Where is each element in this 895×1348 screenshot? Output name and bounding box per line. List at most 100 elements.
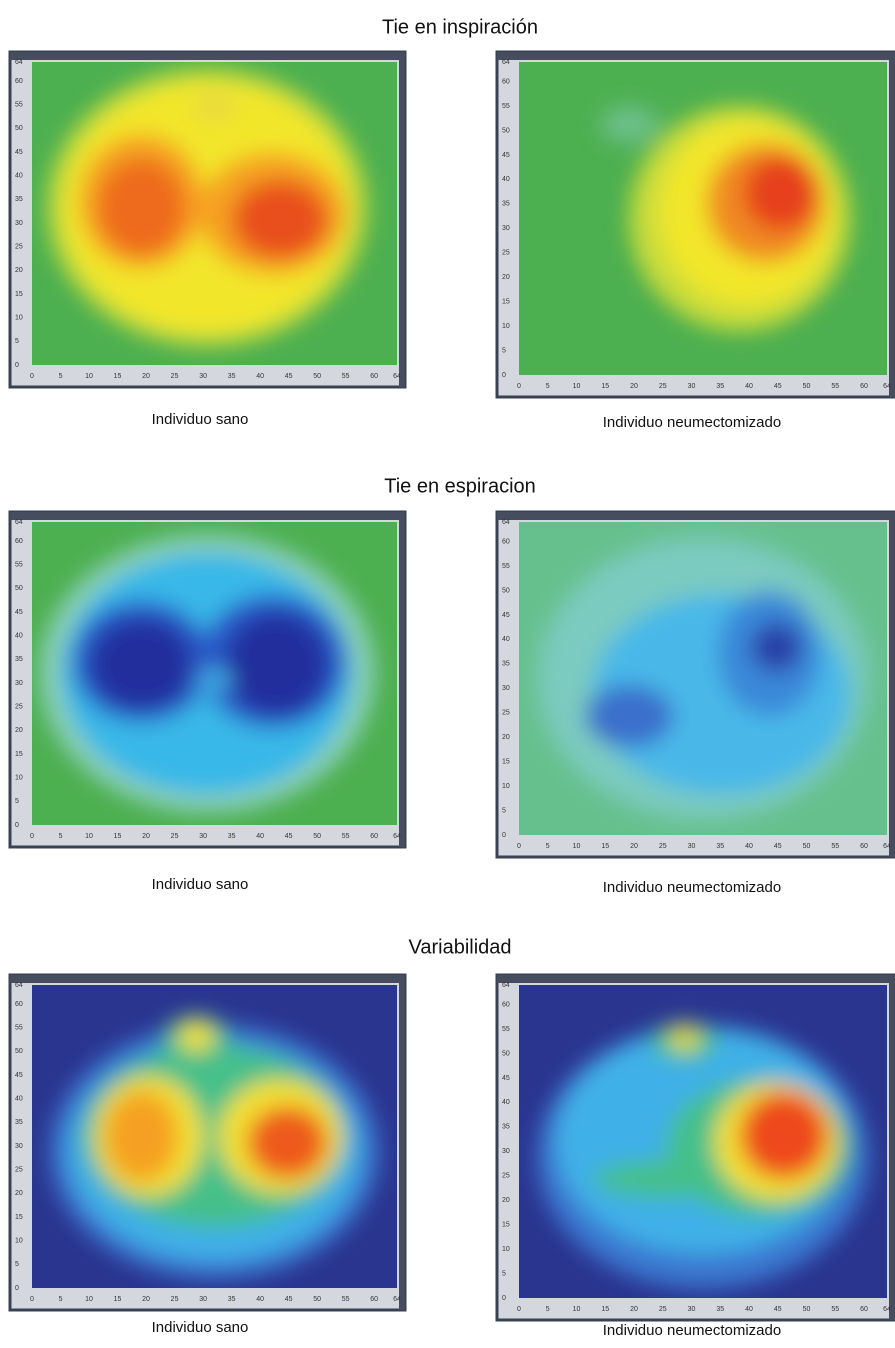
x-tick-label: 35 — [716, 843, 724, 850]
x-tick-label: 5 — [59, 373, 63, 380]
y-tick-label: 40 — [502, 636, 510, 643]
x-tick-label: 30 — [688, 383, 696, 390]
y-tick-label: 25 — [15, 1166, 23, 1173]
x-tick-label: 30 — [688, 843, 696, 850]
x-tick-label: 30 — [199, 373, 207, 380]
heatmap-panel: 0055101015152020252530303535404045455050… — [10, 52, 405, 387]
x-tick-label: 25 — [659, 843, 667, 850]
y-tick-label: 55 — [15, 561, 23, 568]
y-tick-label: 55 — [502, 563, 510, 570]
x-tick-label: 60 — [860, 843, 868, 850]
x-tick-label: 45 — [285, 373, 293, 380]
heat-region — [670, 1026, 699, 1051]
panel-caption: Individuo sano — [152, 1319, 249, 1336]
y-tick-label: 25 — [15, 243, 23, 250]
panel-top-border — [10, 512, 405, 520]
x-tick-label: 50 — [313, 833, 321, 840]
heatmap-panel: 0055101015152020252530303535404045455050… — [10, 512, 405, 847]
y-tick-label: 64 — [15, 519, 23, 526]
y-tick-label: 20 — [502, 734, 510, 741]
y-tick-label: 64 — [15, 982, 23, 989]
y-tick-label: 35 — [15, 1119, 23, 1126]
x-tick-label: 0 — [30, 373, 34, 380]
x-tick-label: 5 — [546, 383, 550, 390]
x-tick-label: 35 — [716, 383, 724, 390]
heat-region — [233, 180, 328, 259]
x-tick-label: 5 — [59, 1296, 63, 1303]
x-tick-label: 5 — [546, 843, 550, 850]
x-tick-label: 40 — [256, 1296, 264, 1303]
y-tick-label: 15 — [502, 758, 510, 765]
panel-top-border — [497, 52, 895, 60]
y-tick-label: 40 — [502, 1099, 510, 1106]
heat-region — [585, 685, 673, 748]
y-tick-label: 15 — [502, 298, 510, 305]
x-tick-label: 40 — [256, 833, 264, 840]
x-tick-label: 55 — [342, 1296, 350, 1303]
y-tick-label: 45 — [502, 612, 510, 619]
x-tick-label: 15 — [114, 373, 122, 380]
x-tick-label: 30 — [199, 833, 207, 840]
heatmap-panel: 0055101015152020252530303535404045455050… — [497, 512, 895, 857]
panel-right-border — [889, 52, 895, 397]
heat-region — [193, 95, 237, 119]
y-tick-label: 35 — [502, 661, 510, 668]
x-tick-label: 15 — [114, 1296, 122, 1303]
y-tick-label: 20 — [15, 727, 23, 734]
heatmap-panel: 0055101015152020252530303535404045455050… — [497, 975, 895, 1320]
y-tick-label: 50 — [15, 1048, 23, 1055]
x-tick-label: 55 — [342, 373, 350, 380]
x-tick-label: 25 — [659, 383, 667, 390]
y-tick-label: 30 — [502, 1148, 510, 1155]
x-tick-label: 60 — [860, 383, 868, 390]
panel-top-border — [497, 975, 895, 983]
x-tick-label: 20 — [630, 383, 638, 390]
y-tick-label: 64 — [502, 519, 510, 526]
x-tick-label: 0 — [517, 1306, 521, 1313]
x-tick-label: 15 — [601, 383, 609, 390]
x-tick-label: 0 — [517, 383, 521, 390]
y-tick-label: 40 — [15, 1095, 23, 1102]
y-tick-label: 0 — [502, 832, 506, 839]
y-tick-label: 50 — [15, 585, 23, 592]
panel-right-border — [889, 975, 895, 1320]
x-tick-label: 20 — [630, 1306, 638, 1313]
panel-caption: Individuo neumectomizado — [603, 1322, 781, 1339]
panel-caption: Individuo sano — [152, 876, 249, 893]
y-tick-label: 15 — [15, 291, 23, 298]
heatmap-blobs — [47, 68, 368, 347]
y-tick-label: 50 — [502, 587, 510, 594]
y-tick-label: 20 — [502, 274, 510, 281]
panel-right-border — [399, 52, 405, 387]
y-tick-label: 25 — [15, 703, 23, 710]
x-tick-label: 0 — [30, 1296, 34, 1303]
y-tick-label: 30 — [502, 685, 510, 692]
panel-caption: Individuo sano — [152, 411, 249, 428]
heatmap-blobs — [537, 538, 868, 820]
page: Tie en inspiración0055101015152020252530… — [0, 0, 895, 1343]
section-title: Variabilidad — [408, 936, 511, 958]
x-tick-label: 0 — [30, 833, 34, 840]
heatmap — [519, 62, 887, 375]
y-tick-label: 0 — [502, 372, 506, 379]
heat-region — [90, 619, 192, 710]
x-tick-label: 55 — [342, 833, 350, 840]
x-tick-label: 10 — [85, 373, 93, 380]
y-tick-label: 15 — [15, 751, 23, 758]
y-tick-label: 10 — [502, 323, 510, 330]
heatmap — [32, 985, 397, 1288]
x-tick-label: 60 — [370, 833, 378, 840]
figure: Tie en inspiración0055101015152020252530… — [0, 0, 895, 1343]
heat-region — [247, 1106, 327, 1179]
y-tick-label: 50 — [502, 127, 510, 134]
y-tick-label: 45 — [15, 149, 23, 156]
x-tick-label: 40 — [745, 383, 753, 390]
x-tick-label: 35 — [228, 1296, 236, 1303]
panel-right-border — [399, 512, 405, 847]
heat-region — [740, 1091, 828, 1179]
y-tick-label: 55 — [15, 1024, 23, 1031]
heatmap — [32, 522, 397, 825]
y-tick-label: 30 — [15, 220, 23, 227]
y-tick-label: 45 — [502, 152, 510, 159]
x-tick-label: 30 — [688, 1306, 696, 1313]
